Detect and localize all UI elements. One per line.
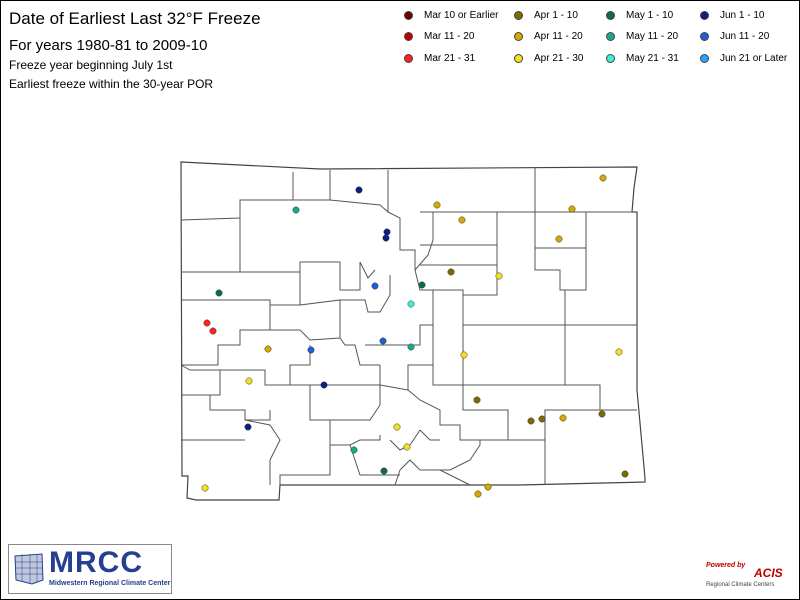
station-marker: [458, 216, 466, 224]
map-subtitle: For years 1980-81 to 2009-10: [9, 37, 208, 54]
midwest-map-icon: [14, 553, 44, 585]
station-marker: [559, 414, 567, 422]
station-marker: [371, 282, 379, 290]
legend-swatch: [404, 54, 413, 63]
mrcc-wordmark: MRCC: [49, 546, 143, 579]
county-boundaries: [180, 161, 646, 501]
acis-logo: Powered by ACIS Regional Climate Centers: [700, 562, 790, 592]
station-marker: [621, 470, 629, 478]
station-markers: [201, 174, 629, 498]
station-marker: [527, 417, 535, 425]
station-marker: [383, 228, 391, 236]
legend-swatch: [514, 54, 523, 63]
legend-label: May 21 - 31: [626, 53, 679, 64]
legend-label: Mar 11 - 20: [424, 31, 475, 42]
legend-swatch: [514, 32, 523, 41]
freeze-year-note: Freeze year beginning July 1st: [9, 58, 173, 72]
station-marker: [538, 415, 546, 423]
station-marker: [598, 410, 606, 418]
station-marker: [307, 346, 315, 354]
station-marker: [599, 174, 607, 182]
acis-wordmark: ACIS: [754, 566, 783, 580]
station-marker: [245, 377, 253, 385]
acis-powered-by: Powered by: [706, 562, 746, 569]
por-note: Earliest freeze within the 30-year POR: [9, 77, 214, 91]
legend: Mar 10 or Earlier Apr 1 - 10 May 1 - 10 Jun…: [0, 0, 800, 80]
station-marker: [474, 490, 482, 498]
legend-label: May 11 - 20: [626, 31, 679, 42]
station-marker: [447, 268, 455, 276]
mrcc-logo: MRCC Midwestern Regional Climate Center: [8, 544, 172, 594]
station-marker: [203, 319, 211, 327]
legend-swatch: [606, 32, 615, 41]
station-marker: [350, 446, 358, 454]
station-marker: [555, 235, 563, 243]
station-marker: [433, 201, 441, 209]
station-marker: [484, 483, 492, 491]
station-marker: [403, 443, 411, 451]
legend-swatch: [404, 11, 413, 20]
legend-label: Jun 1 - 10: [720, 10, 765, 21]
station-marker: [380, 467, 388, 475]
state-outline: [180, 161, 646, 501]
station-marker: [495, 272, 503, 280]
station-marker: [379, 337, 387, 345]
legend-swatch: [700, 54, 709, 63]
station-marker: [473, 396, 481, 404]
station-marker: [460, 351, 468, 359]
station-marker: [244, 423, 252, 431]
station-marker: [615, 348, 623, 356]
station-marker: [407, 343, 415, 351]
station-marker: [407, 300, 415, 308]
station-marker: [320, 381, 328, 389]
legend-swatch: [700, 11, 709, 20]
legend-label: Jun 11 - 20: [720, 31, 770, 42]
station-marker: [568, 205, 576, 213]
station-marker: [201, 484, 209, 492]
legend-label: Mar 21 - 31: [424, 53, 476, 64]
station-marker: [264, 345, 272, 353]
map-title: Date of Earliest Last 32°F Freeze: [9, 9, 261, 28]
station-marker: [382, 234, 390, 242]
legend-label: Jun 21 or Later: [720, 53, 788, 64]
station-marker: [292, 206, 300, 214]
station-marker: [355, 186, 363, 194]
legend-label: Apr 11 - 20: [534, 31, 583, 42]
station-marker: [209, 327, 217, 335]
legend-label: Apr 1 - 10: [534, 10, 578, 21]
legend-swatch: [606, 11, 615, 20]
acis-subtitle: Regional Climate Centers: [706, 582, 775, 588]
station-marker: [393, 423, 401, 431]
station-marker: [418, 281, 426, 289]
legend-swatch: [514, 11, 523, 20]
legend-swatch: [404, 32, 413, 41]
legend-swatch: [606, 54, 615, 63]
legend-label: Apr 21 - 30: [534, 53, 584, 64]
legend-swatch: [700, 32, 709, 41]
legend-label: Mar 10 or Earlier: [424, 10, 499, 21]
mrcc-subtitle: Midwestern Regional Climate Center: [49, 580, 171, 587]
station-marker: [215, 289, 223, 297]
legend-label: May 1 - 10: [626, 10, 674, 21]
